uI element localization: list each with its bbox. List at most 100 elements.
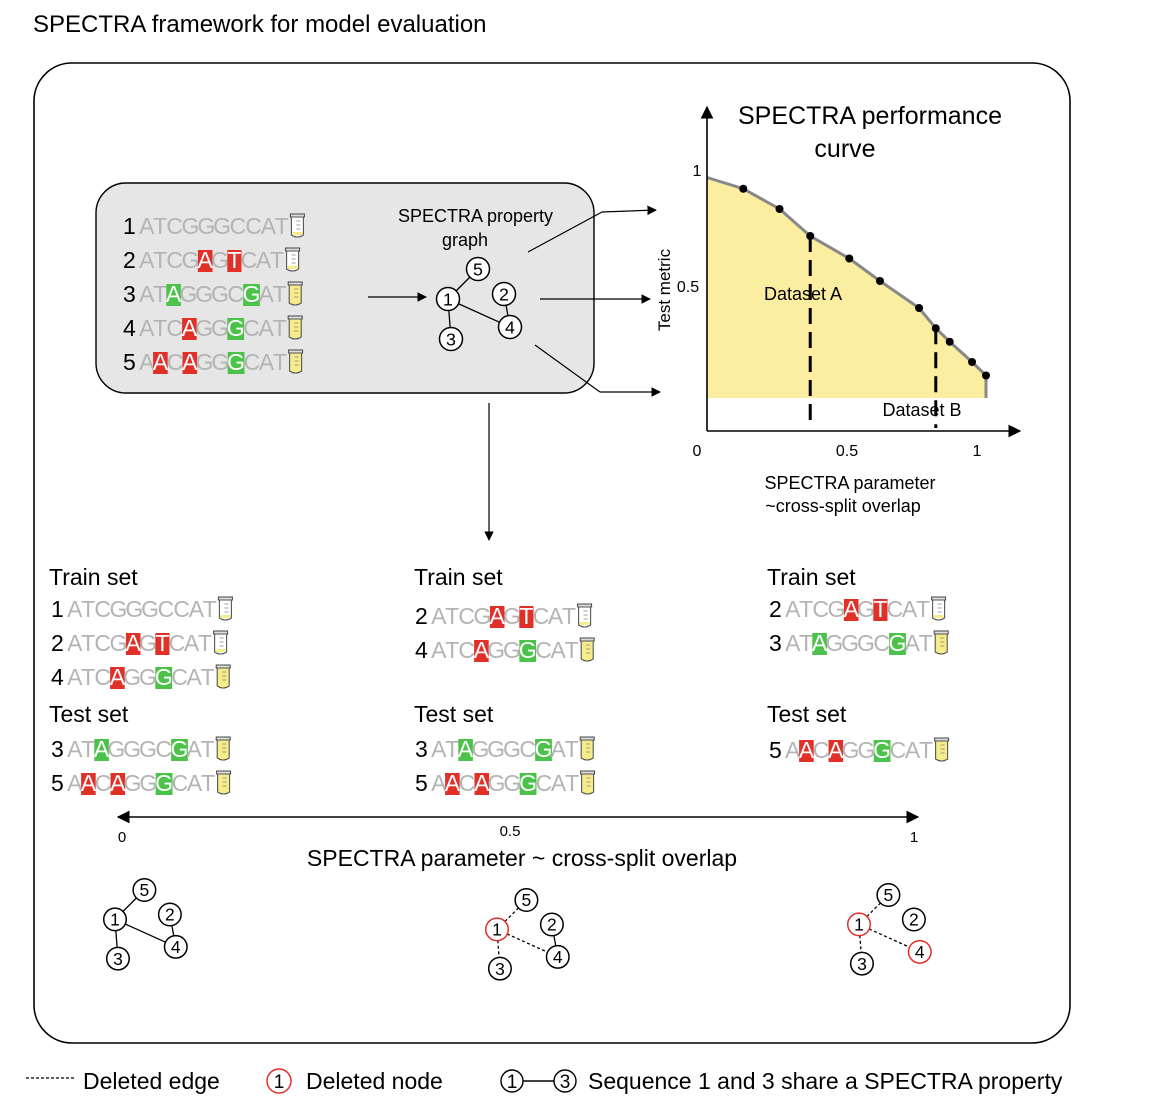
test-tube-icon [217, 596, 233, 621]
nucleotide: G [211, 349, 229, 375]
nucleotide: A [139, 315, 155, 341]
nucleotide: T [519, 603, 533, 629]
sequence-number: 2 [769, 596, 782, 622]
nucleotide: C [95, 770, 112, 796]
nucleotide: G [841, 630, 859, 656]
nucleotide: T [155, 630, 169, 656]
page-title: SPECTRA framework for model evaluation [33, 11, 487, 38]
sequence-number: 3 [769, 630, 782, 656]
graph-node [849, 951, 874, 976]
nucleotide: C [94, 630, 111, 656]
nucleotide: T [270, 247, 284, 273]
overlap-axis-label: SPECTRA parameter ~ cross-split overlap [307, 845, 737, 871]
mutation-red [519, 606, 534, 628]
nucleotide: C [459, 770, 476, 796]
curve-point [915, 304, 924, 312]
property-graph: 1 2 3 4 5 [435, 256, 523, 352]
nucleotide: C [887, 596, 904, 622]
mutation-green [519, 773, 537, 795]
nucleotide: A [551, 736, 567, 762]
nucleotide: T [799, 596, 813, 622]
nucleotide: A [256, 247, 272, 273]
nucleotide: A [189, 596, 205, 622]
nucleotide: A [905, 630, 921, 656]
nucleotide: G [139, 630, 157, 656]
test-tube-icon [289, 213, 305, 238]
graph-node [487, 956, 512, 981]
nucleotide: A [785, 596, 801, 622]
nucleotide: A [259, 281, 275, 307]
nucleotide: T [201, 736, 215, 762]
nucleotide: A [139, 213, 155, 239]
nucleotide: A [474, 770, 490, 796]
nucleotide: G [139, 664, 157, 690]
nucleotide: C [169, 630, 186, 656]
nucleotide: A [551, 770, 567, 796]
nucleotide: C [536, 770, 553, 796]
nucleotide: G [828, 596, 846, 622]
nucleotide: G [197, 213, 215, 239]
graph-node-label: 5 [884, 885, 894, 905]
mutation-green [519, 640, 537, 662]
mutation-green [535, 739, 552, 761]
nucleotide: T [873, 596, 887, 622]
nucleotide: C [173, 596, 190, 622]
legend-share-text: Sequence 1 and 3 share a SPECTRA propert… [588, 1068, 1063, 1094]
train-set-label: Train set [49, 564, 138, 590]
mutation-red [227, 250, 242, 272]
nucleotide: A [94, 736, 110, 762]
sequence-number: 4 [123, 315, 136, 341]
nucleotide: A [445, 770, 461, 796]
nucleotide: C [458, 603, 475, 629]
nucleotide: C [458, 637, 475, 663]
nucleotide: A [785, 737, 801, 763]
overlap-axis-right: 1 [910, 829, 918, 846]
legend-deleted-node: Deleted node [306, 1068, 443, 1094]
mutation-red [445, 773, 460, 795]
nucleotide: C [166, 213, 183, 239]
nucleotide: G [474, 603, 492, 629]
nucleotide: C [241, 247, 258, 273]
outer-frame [33, 62, 1071, 1044]
mutation-green [243, 284, 260, 306]
nucleotide: G [110, 630, 128, 656]
graph-node [539, 912, 564, 937]
nucleotide: G [535, 736, 553, 762]
graph-node [465, 256, 491, 282]
nucleotide: T [81, 664, 95, 690]
nucleotide: G [139, 736, 157, 762]
graph-node [163, 934, 188, 959]
nucleotide: C [244, 349, 261, 375]
curve-point [968, 358, 977, 366]
nucleotide: G [123, 736, 141, 762]
legend-share-num-a: 1 [507, 1072, 518, 1093]
nucleotide: A [548, 603, 564, 629]
nucleotide: T [799, 630, 813, 656]
mutation-red [182, 318, 197, 340]
nucleotide: A [67, 630, 83, 656]
graph-overlap-0: 1 2 3 4 5 [102, 877, 188, 971]
nucleotide: A [67, 770, 83, 796]
nucleotide: G [519, 770, 537, 796]
mutation-red [489, 606, 505, 628]
nucleotide: G [488, 770, 506, 796]
nucleotide: A [126, 630, 142, 656]
curve-point [775, 205, 784, 213]
nucleotide: G [182, 213, 200, 239]
nucleotide: A [490, 603, 506, 629]
nucleotide: G [487, 637, 505, 663]
graph-node-label: 1 [492, 920, 502, 940]
overlap-axis-left: 0 [118, 829, 126, 846]
nucleotide: A [828, 737, 844, 763]
graph-node-label: 1 [110, 910, 120, 930]
graph-node-label: 5 [140, 880, 150, 900]
